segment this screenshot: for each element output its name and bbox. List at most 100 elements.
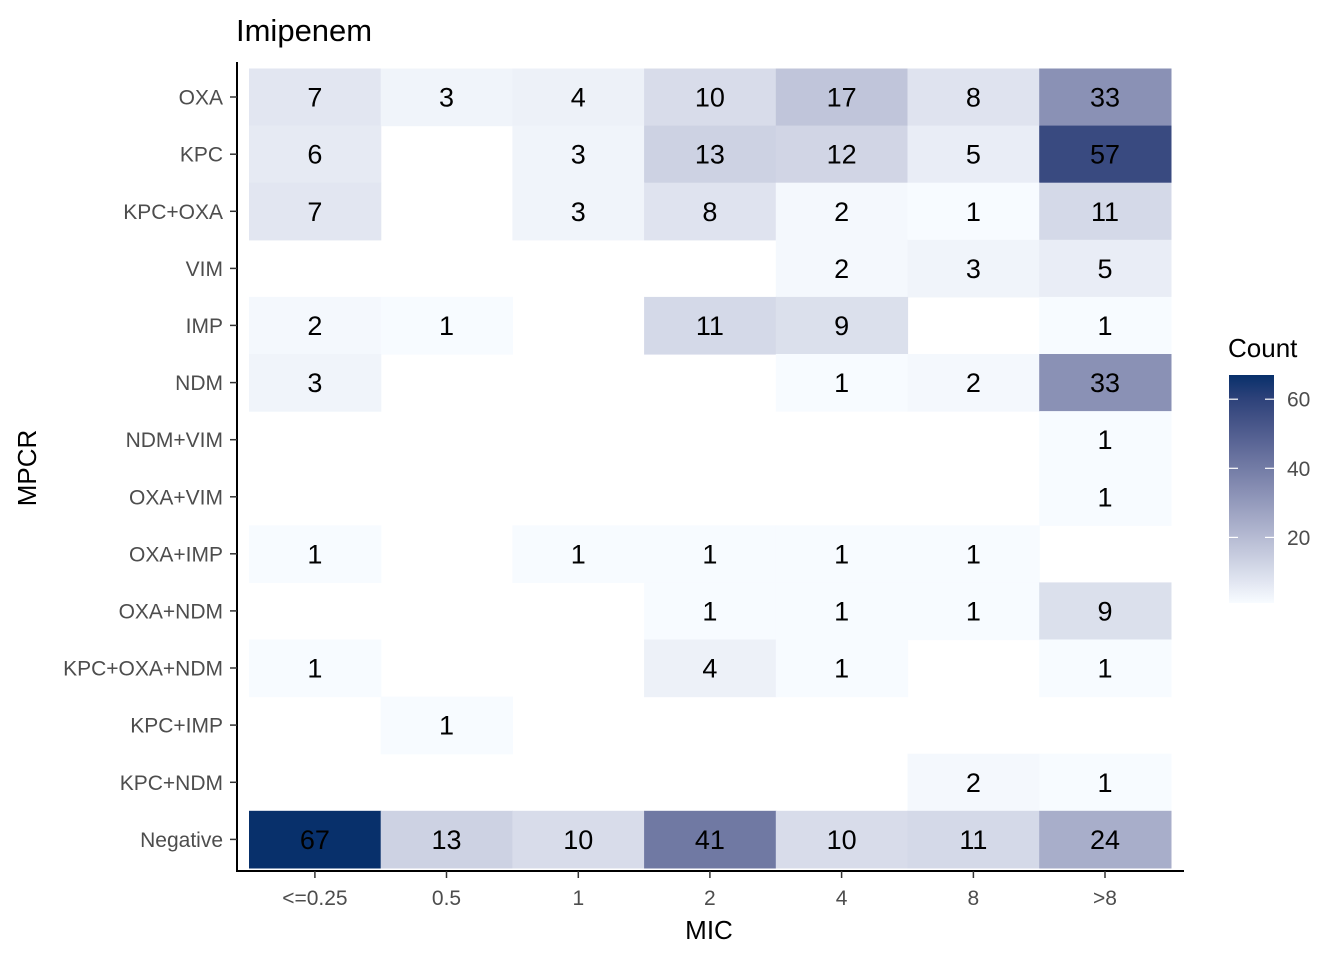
cell-value-label: 1 <box>966 539 981 569</box>
cell-value-label: 5 <box>1097 254 1112 284</box>
y-tick-label: Negative <box>140 829 223 852</box>
heatmap-cell <box>249 125 382 184</box>
heatmap-cell <box>907 68 1040 127</box>
cell-value-label: 8 <box>702 197 717 227</box>
heatmap-cell <box>907 125 1040 184</box>
y-tick-label: NDM <box>175 372 223 395</box>
cell-value-label: 13 <box>431 825 461 855</box>
heatmap-cell <box>249 810 382 869</box>
heatmap-cell <box>380 68 513 127</box>
heatmap-cell <box>249 182 382 241</box>
heatmap-cells <box>249 68 1172 869</box>
y-tick-label: KPC+OXA <box>123 201 223 224</box>
cell-value-label: 10 <box>695 83 725 113</box>
cell-value-label: 3 <box>571 197 586 227</box>
heatmap-cell <box>907 810 1040 869</box>
heatmap-cell <box>1039 810 1172 869</box>
cell-value-label: 4 <box>571 83 586 113</box>
cell-value-label: 3 <box>439 83 454 113</box>
cell-value-label: 1 <box>834 654 849 684</box>
x-tick-label: 8 <box>968 887 980 910</box>
cell-value-label: 1 <box>571 539 586 569</box>
cell-value-label: 7 <box>307 83 322 113</box>
cell-value-label: 1 <box>966 596 981 626</box>
cell-value-label: 1 <box>307 539 322 569</box>
y-tick-label: KPC <box>180 144 223 167</box>
heatmap-cell <box>644 296 777 355</box>
x-tick-label: 2 <box>704 887 716 910</box>
cell-value-label: 8 <box>966 83 981 113</box>
cell-value-label: 1 <box>834 596 849 626</box>
heatmap-cell <box>1039 639 1172 698</box>
cell-value-label: 9 <box>1097 596 1112 626</box>
heatmap-cell <box>644 182 777 241</box>
y-tick-label: OXA+VIM <box>129 486 223 509</box>
cell-value-label: 1 <box>966 197 981 227</box>
cell-value-label: 33 <box>1090 368 1120 398</box>
cell-value-label: 4 <box>702 654 717 684</box>
cell-value-label: 6 <box>307 140 322 170</box>
cell-value-label: 41 <box>695 825 725 855</box>
heatmap-cell <box>1039 182 1172 241</box>
heatmap-cell <box>1039 354 1172 412</box>
y-tick-label: VIM <box>186 258 223 281</box>
heatmap-cell <box>775 125 909 184</box>
heatmap-cell <box>644 639 777 698</box>
heatmap-cell <box>249 525 382 583</box>
heatmap-cell <box>775 296 909 355</box>
cell-value-label: 11 <box>959 825 987 855</box>
heatmap-cell <box>1039 68 1172 127</box>
cell-value-label: 67 <box>300 825 330 855</box>
cell-value-label: 11 <box>1091 197 1119 227</box>
y-tick-label: NDM+VIM <box>126 429 223 452</box>
x-tick-label: <=0.25 <box>282 887 347 910</box>
heatmap-cell <box>380 810 513 869</box>
y-tick-label: KPC+OXA+NDM <box>63 658 223 681</box>
heatmap-cell <box>907 753 1040 812</box>
heatmap-cell <box>644 68 777 127</box>
cell-value-label: 2 <box>307 311 322 341</box>
legend-tick-label: 40 <box>1287 458 1310 481</box>
heatmap-cell <box>1039 411 1172 469</box>
cell-value-label: 7 <box>307 197 322 227</box>
heatmap-cell <box>1039 753 1172 812</box>
x-tick-label: 4 <box>836 887 848 910</box>
cell-value-label: 1 <box>1097 311 1112 341</box>
heatmap-cell <box>512 810 645 869</box>
cell-value-label: 1 <box>1097 482 1112 512</box>
cell-value-label: 3 <box>307 368 322 398</box>
heatmap-cell <box>249 639 382 698</box>
heatmap-cell <box>249 354 382 412</box>
heatmap-cell <box>512 525 645 583</box>
heatmap-cell <box>644 125 777 184</box>
y-axis-title: MPCR <box>12 430 42 507</box>
legend-tick-label: 60 <box>1287 389 1310 412</box>
y-axis-ticks: OXA KPC KPC+OXA VIM IMP NDM NDM+VIM OXA+VIM OXA+… <box>63 87 237 852</box>
heatmap-cell <box>644 582 777 641</box>
heatmap-cell-labels: 7 3 4 10 17 8 336 3 13 12 5 577 3 8 2 1 112 3 52 1 11 9 13 1 2 33… <box>300 83 1120 855</box>
y-tick-label: OXA+NDM <box>119 600 223 623</box>
x-tick-label: >8 <box>1093 887 1117 910</box>
heatmap-cell <box>775 68 909 127</box>
legend-colorbar <box>1229 375 1274 603</box>
heatmap-cell <box>512 182 645 241</box>
heatmap-cell <box>512 125 645 184</box>
heatmap-cell <box>775 354 909 412</box>
heatmap-cell <box>1039 239 1172 298</box>
heatmap-cell <box>907 182 1040 241</box>
cell-value-label: 17 <box>827 83 857 113</box>
y-tick-label: IMP <box>186 315 223 338</box>
heatmap-cell <box>775 239 909 298</box>
cell-value-label: 1 <box>1097 768 1112 798</box>
heatmap-cell <box>1039 296 1172 355</box>
chart-title: Imipenem <box>236 13 372 48</box>
cell-value-label: 1 <box>834 539 849 569</box>
cell-value-label: 10 <box>827 825 857 855</box>
cell-value-label: 57 <box>1090 140 1120 170</box>
cell-value-label: 1 <box>702 596 717 626</box>
cell-value-label: 1 <box>702 539 717 569</box>
cell-value-label: 1 <box>439 311 454 341</box>
cell-value-label: 1 <box>834 368 849 398</box>
cell-value-label: 33 <box>1090 83 1120 113</box>
